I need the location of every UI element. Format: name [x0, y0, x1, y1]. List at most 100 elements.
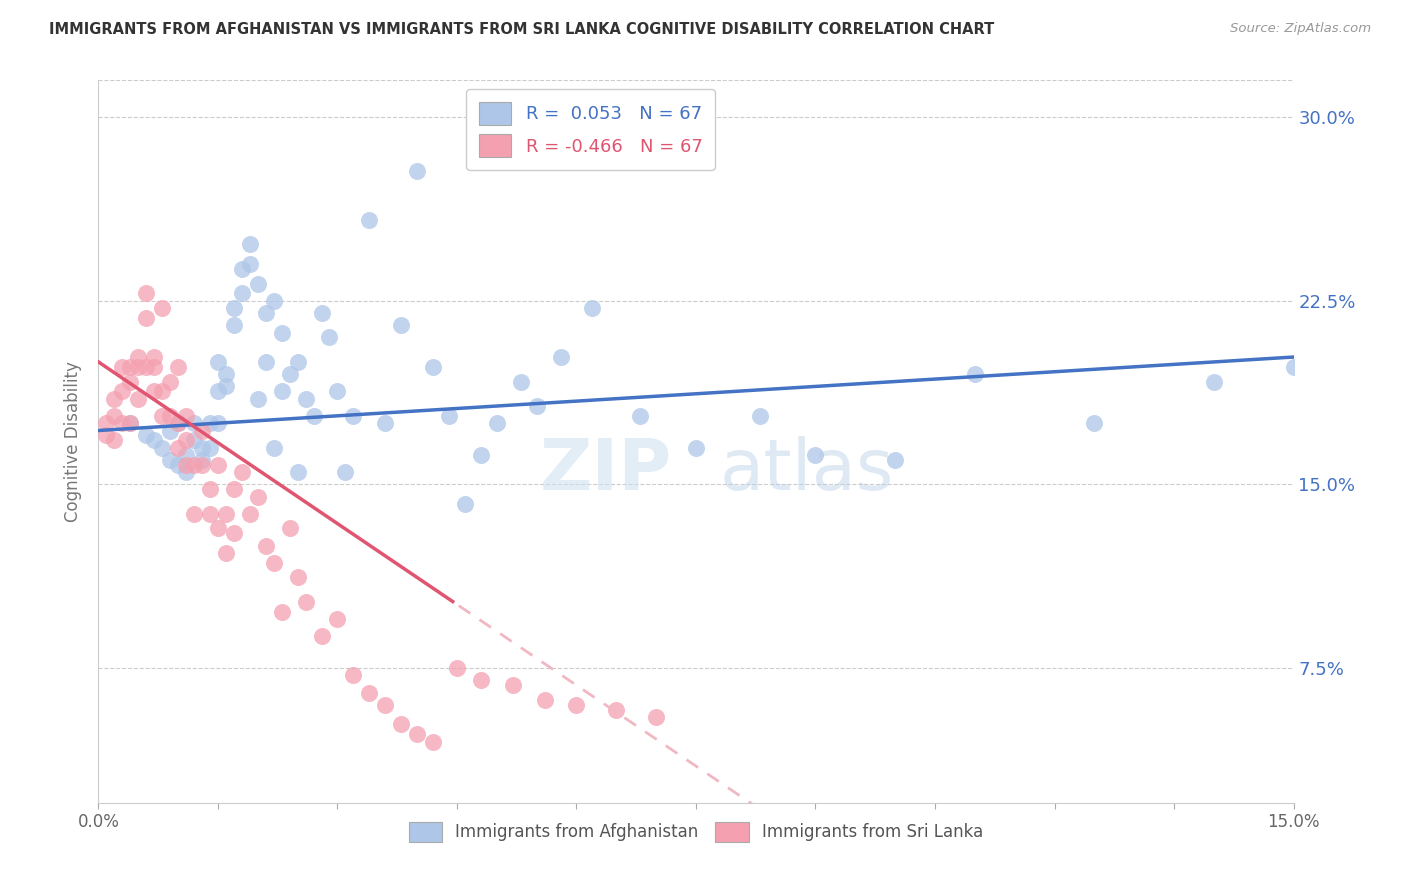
- Point: [246, 277, 269, 291]
- Point: [135, 310, 157, 325]
- Point: [135, 286, 157, 301]
- Point: [374, 698, 396, 712]
- Point: [326, 384, 349, 399]
- Point: [96, 416, 118, 430]
- Point: [287, 465, 309, 479]
- Point: [246, 490, 269, 504]
- Point: [174, 465, 197, 479]
- Point: [167, 458, 190, 472]
- Point: [294, 392, 316, 406]
- Point: [143, 384, 166, 399]
- Point: [374, 416, 396, 430]
- Point: [111, 416, 134, 430]
- Point: [287, 570, 309, 584]
- Point: [231, 286, 253, 301]
- Point: [502, 678, 524, 692]
- Point: [215, 379, 238, 393]
- Point: [120, 375, 142, 389]
- Point: [254, 539, 277, 553]
- Point: [485, 416, 508, 430]
- Point: [748, 409, 770, 423]
- Point: [311, 629, 333, 643]
- Point: [446, 661, 468, 675]
- Point: [215, 507, 238, 521]
- Point: [318, 330, 340, 344]
- Point: [183, 458, 205, 472]
- Point: [406, 727, 429, 741]
- Point: [1202, 375, 1225, 389]
- Point: [127, 350, 149, 364]
- Point: [103, 409, 125, 423]
- Point: [159, 375, 181, 389]
- Point: [222, 526, 245, 541]
- Point: [278, 521, 301, 535]
- Point: [1282, 359, 1305, 374]
- Point: [239, 507, 262, 521]
- Point: [389, 318, 412, 333]
- Point: [167, 359, 190, 374]
- Point: [278, 367, 301, 381]
- Point: [198, 416, 221, 430]
- Point: [287, 355, 309, 369]
- Point: [167, 416, 190, 430]
- Point: [198, 507, 221, 521]
- Point: [222, 318, 245, 333]
- Point: [359, 685, 381, 699]
- Point: [454, 497, 477, 511]
- Point: [422, 734, 444, 748]
- Point: [222, 301, 245, 315]
- Point: [183, 434, 205, 448]
- Point: [239, 257, 262, 271]
- Point: [207, 416, 229, 430]
- Point: [111, 384, 134, 399]
- Text: Source: ZipAtlas.com: Source: ZipAtlas.com: [1230, 22, 1371, 36]
- Point: [215, 546, 238, 560]
- Point: [239, 237, 262, 252]
- Point: [470, 448, 492, 462]
- Point: [103, 434, 125, 448]
- Text: ZIP: ZIP: [540, 436, 672, 505]
- Text: IMMIGRANTS FROM AFGHANISTAN VS IMMIGRANTS FROM SRI LANKA COGNITIVE DISABILITY CO: IMMIGRANTS FROM AFGHANISTAN VS IMMIGRANT…: [49, 22, 994, 37]
- Point: [326, 612, 349, 626]
- Point: [685, 441, 707, 455]
- Point: [207, 521, 229, 535]
- Point: [246, 392, 269, 406]
- Point: [550, 350, 572, 364]
- Point: [263, 556, 285, 570]
- Point: [191, 458, 214, 472]
- Point: [406, 164, 429, 178]
- Point: [150, 409, 173, 423]
- Point: [143, 434, 166, 448]
- Legend: Immigrants from Afghanistan, Immigrants from Sri Lanka: Immigrants from Afghanistan, Immigrants …: [402, 815, 990, 848]
- Point: [159, 424, 181, 438]
- Point: [231, 261, 253, 276]
- Point: [198, 483, 221, 497]
- Point: [581, 301, 603, 315]
- Point: [628, 409, 651, 423]
- Point: [183, 416, 205, 430]
- Point: [263, 441, 285, 455]
- Point: [533, 693, 555, 707]
- Point: [191, 453, 214, 467]
- Point: [605, 703, 627, 717]
- Point: [96, 428, 118, 442]
- Point: [207, 384, 229, 399]
- Point: [198, 441, 221, 455]
- Point: [167, 416, 190, 430]
- Point: [143, 359, 166, 374]
- Point: [222, 483, 245, 497]
- Point: [127, 392, 149, 406]
- Point: [470, 673, 492, 688]
- Point: [1083, 416, 1105, 430]
- Point: [263, 293, 285, 308]
- Point: [174, 409, 197, 423]
- Point: [174, 458, 197, 472]
- Point: [120, 416, 142, 430]
- Point: [389, 717, 412, 731]
- Point: [215, 367, 238, 381]
- Point: [207, 355, 229, 369]
- Point: [311, 306, 333, 320]
- Point: [127, 359, 149, 374]
- Point: [963, 367, 986, 381]
- Point: [150, 384, 173, 399]
